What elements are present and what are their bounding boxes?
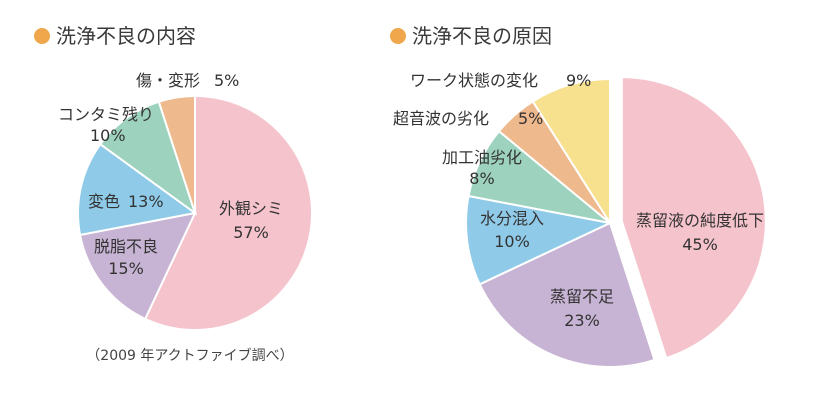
pie-slice bbox=[531, 77, 611, 227]
slice-label-water-name: 水分混入 bbox=[480, 209, 544, 228]
slice-label-purity-value: 45% bbox=[682, 235, 718, 254]
slice-label-distill-short-value: 23% bbox=[564, 311, 600, 330]
chart-title: 洗浄不良の原因 bbox=[412, 24, 552, 48]
slice-label-work-state-name: ワーク状態の変化 bbox=[410, 71, 538, 90]
title-marker-dot bbox=[390, 28, 406, 44]
slice-label-distill-short-name: 蒸留不足 bbox=[550, 287, 614, 306]
slice-label-oil-value: 8% bbox=[469, 169, 494, 188]
pie-slice bbox=[77, 142, 198, 237]
slice-label-discolor-value: 13% bbox=[128, 192, 164, 211]
slice-label-degrease-name: 脱脂不良 bbox=[94, 237, 158, 256]
slice-label-contamination-value: 10% bbox=[90, 126, 126, 145]
slice-label-stain-value: 57% bbox=[233, 223, 269, 242]
pie-slice bbox=[620, 76, 767, 360]
slice-label-ultrasonic-name: 超音波の劣化 bbox=[393, 109, 489, 128]
slice-label-degrease-value: 15% bbox=[108, 259, 144, 278]
slice-label-ultrasonic-value: 5% bbox=[518, 109, 543, 128]
slice-label-work-state-value: 9% bbox=[566, 71, 591, 90]
pie-slice bbox=[98, 100, 197, 216]
slice-label-scratch-name: 傷・変形 bbox=[136, 71, 200, 90]
pie-slices bbox=[465, 76, 767, 368]
chart-title: 洗浄不良の内容 bbox=[56, 24, 196, 48]
slice-label-contamination-name: コンタミ残り bbox=[58, 105, 154, 124]
pie-slice bbox=[157, 94, 196, 214]
pie-chart-causes: 洗浄不良の原因 ワーク状態の変化 9% 超音波の劣化 5% 加工油劣化 8% 水… bbox=[390, 24, 767, 368]
slice-label-oil-name: 加工油劣化 bbox=[442, 148, 522, 167]
slice-label-scratch-value: 5% bbox=[214, 71, 239, 90]
title-marker-dot bbox=[34, 28, 50, 44]
pie-slice bbox=[143, 94, 313, 331]
pie-slices bbox=[77, 94, 313, 331]
slice-label-water-value: 10% bbox=[494, 232, 530, 251]
slice-label-discolor-name: 変色 bbox=[88, 192, 120, 211]
pie-slice bbox=[478, 221, 656, 368]
source-note: （2009 年アクトファイブ調べ） bbox=[86, 347, 293, 364]
pie-slice bbox=[78, 211, 197, 321]
slice-label-stain-name: 外観シミ bbox=[219, 199, 283, 218]
pie-slice bbox=[465, 194, 614, 286]
pie-chart-contents: 洗浄不良の内容 傷・変形 5% コンタミ残り 10% 変色 13% 脱脂不良 1… bbox=[34, 24, 313, 364]
slice-label-purity-name: 蒸留液の純度低下 bbox=[636, 211, 764, 230]
